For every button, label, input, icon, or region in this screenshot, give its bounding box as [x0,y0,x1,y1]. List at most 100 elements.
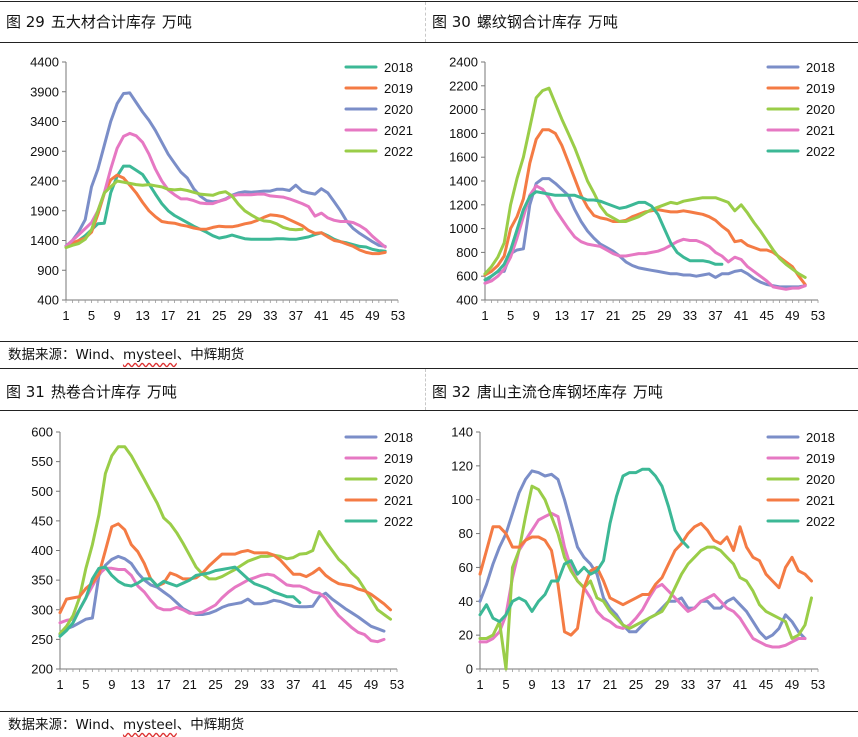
source-suffix: 、中辉期货 [176,717,245,733]
panel-divider-bottom [425,369,426,410]
source-prefix: 数据来源：Wind、 [8,717,123,733]
x-tick-label: 53 [811,308,825,323]
y-tick-label: 400 [456,293,478,308]
x-tick-label: 29 [234,677,248,692]
series-line-2020 [58,445,392,635]
x-tick-label: 37 [708,308,722,323]
source-note-top: 数据来源：Wind、mysteel、中辉期货 [8,346,244,364]
y-tick-label: 2200 [449,78,478,93]
series-line-2019 [478,511,807,649]
x-tick-label: 1 [56,677,63,692]
series-line-2022 [64,179,304,250]
x-tick-label: 9 [528,677,535,692]
legend-label-2019: 2019 [384,451,413,466]
y-tick-label: 80 [459,526,473,541]
legend-label-2022: 2022 [806,514,835,529]
y-tick-label: 1400 [449,174,478,189]
x-tick-label: 21 [603,677,617,692]
source-suffix: 、中辉期货 [176,347,245,363]
source-mysteel: mysteel [122,347,177,363]
figure-unit: 万吨 [146,383,177,401]
x-tick-label: 1 [62,308,69,323]
legend-label-2019: 2019 [384,81,413,96]
x-tick-label: 45 [759,677,773,692]
x-tick-label: 29 [238,308,252,323]
x-tick-label: 9 [533,308,540,323]
series-line-2022 [483,190,724,282]
figure-label: 图 32 [432,383,471,401]
y-tick-label: 3400 [30,114,59,129]
series-line-2019 [483,128,807,286]
x-tick-label: 49 [364,677,378,692]
x-tick-label: 25 [629,677,643,692]
x-tick-label: 5 [82,677,89,692]
series-line-2018 [478,469,807,640]
x-tick-label: 17 [580,308,594,323]
chart-title-fig32: 图 32 唐山主流仓库钢坯库存 万吨 [432,382,669,402]
y-tick-label: 900 [37,263,59,278]
chart-panel-4: 0 20 40 60 80 100 120 140 1 5 9 13 17 21 25 29 33 37 41 45 4… [451,425,835,693]
y-tick-label: 250 [31,632,53,647]
y-tick-label: 600 [31,425,53,440]
x-tick-label: 17 [161,308,175,323]
x-tick-label: 29 [655,677,669,692]
legend-label-2020: 2020 [806,472,835,487]
series-line-2018 [483,177,807,289]
legend-label-2018: 2018 [384,430,413,445]
y-tick-label: 400 [37,293,59,308]
x-tick-label: 13 [551,677,565,692]
source-rule-top [0,341,858,342]
x-tick-label: 9 [108,677,115,692]
y-tick-label: 2400 [30,174,59,189]
legend-label-2018: 2018 [806,430,835,445]
series-line-2018 [58,554,386,637]
y-tick-label: 100 [451,492,473,507]
legend-label-2021: 2021 [806,493,835,508]
y-tick-label: 300 [31,602,53,617]
x-tick-label: 37 [289,308,303,323]
figure-label: 图 30 [432,13,471,31]
y-tick-label: 200 [31,662,53,677]
x-tick-label: 53 [391,308,405,323]
y-tick-label: 140 [451,425,473,440]
x-tick-label: 45 [760,308,774,323]
x-tick-label: 13 [131,677,145,692]
x-tick-label: 33 [681,677,695,692]
legend-label-2020: 2020 [806,102,835,117]
series-line-2021 [64,131,387,249]
title-rule-top [0,42,858,43]
legend-label-2021: 2021 [384,123,413,138]
x-tick-label: 41 [734,308,748,323]
y-tick-label: 60 [459,560,473,575]
y-tick-label: 600 [456,269,478,284]
y-tick-label: 0 [466,662,473,677]
x-tick-label: 17 [577,677,591,692]
series-line-2021 [483,184,807,291]
x-tick-label: 53 [390,677,404,692]
x-tick-label: 49 [365,308,379,323]
x-tick-label: 49 [785,308,799,323]
legend-label-2019: 2019 [806,81,835,96]
figure-label: 图 29 [6,13,45,31]
x-tick-label: 13 [135,308,149,323]
x-tick-label: 5 [507,308,514,323]
y-tick-label: 550 [31,454,53,469]
legend-label-2021: 2021 [384,493,413,508]
series-line-2020 [64,91,387,248]
x-tick-label: 45 [338,677,352,692]
x-tick-label: 41 [312,677,326,692]
figure-title: 五大材合计库存 [50,13,156,31]
series-line-2020 [478,484,813,671]
y-tick-label: 1900 [30,203,59,218]
source-prefix: 数据来源：Wind、 [8,347,123,363]
chart-title-fig29: 图 29 五大材合计库存 万吨 [6,12,198,32]
x-tick-label: 45 [340,308,354,323]
y-tick-label: 2400 [449,55,478,70]
legend-label-2018: 2018 [384,60,413,75]
source-rule-bottom [0,711,858,712]
series-line-2022 [478,467,690,624]
x-tick-label: 37 [707,677,721,692]
x-tick-label: 13 [555,308,569,323]
chart-title-fig30: 图 30 螺纹钢合计库存 万吨 [432,12,624,32]
